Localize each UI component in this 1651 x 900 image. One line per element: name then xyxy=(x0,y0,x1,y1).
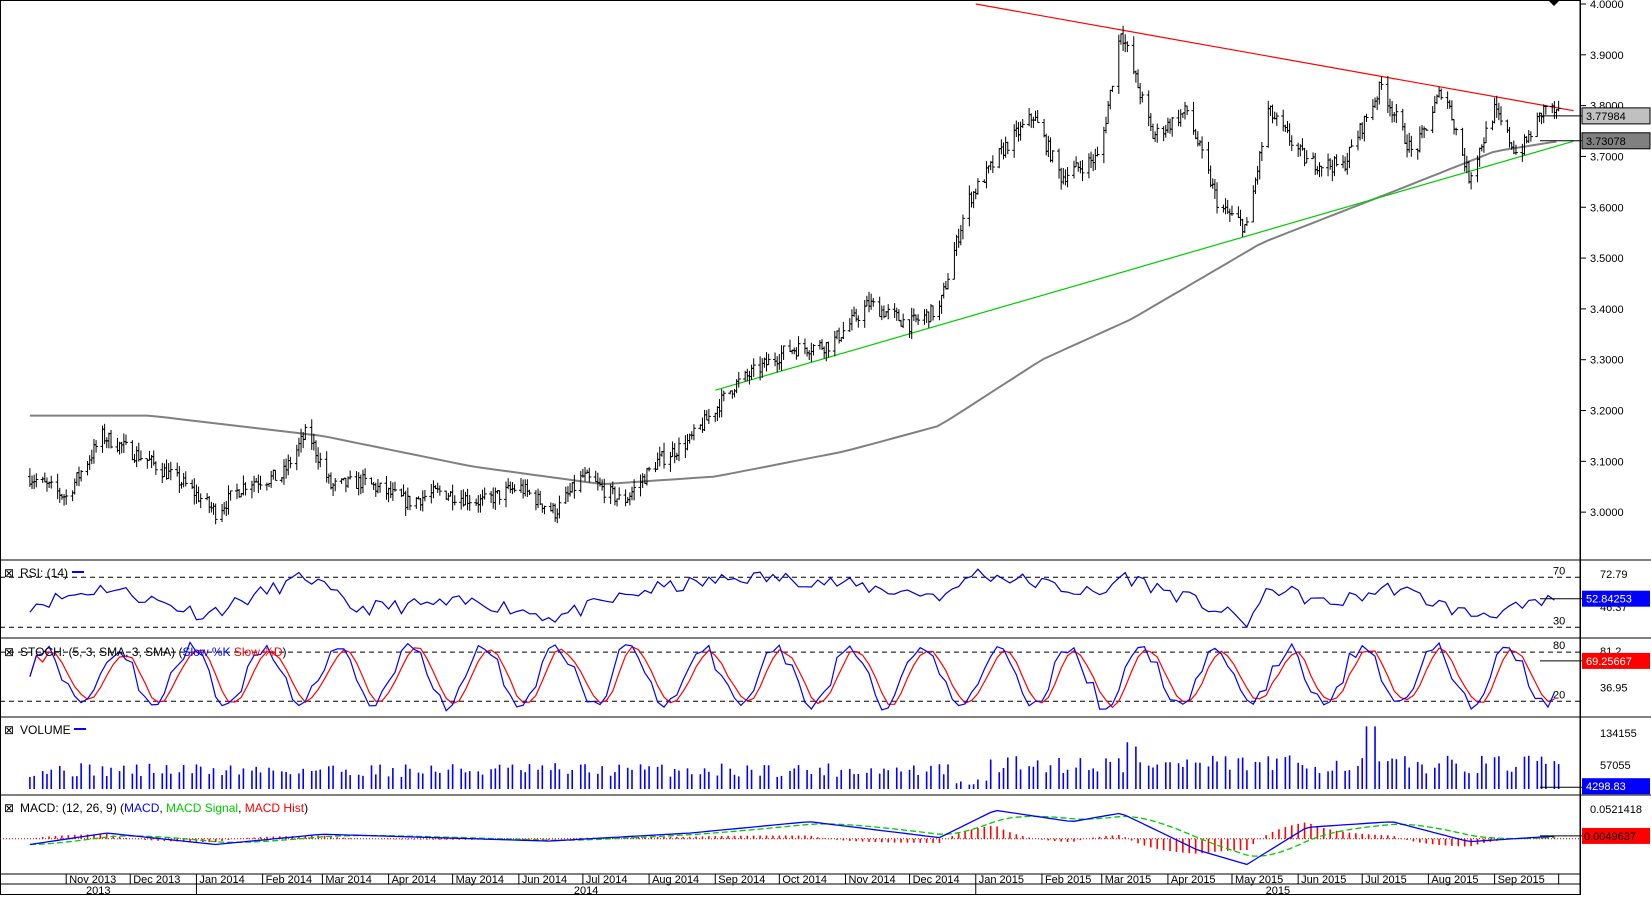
macd-title-signal: MACD Signal xyxy=(166,801,238,815)
month-label: Aug 2015 xyxy=(1431,874,1478,886)
stoch-title: STOCH: (5, 3, SMA, 3, SMA) (Slow %K Slow… xyxy=(20,645,287,659)
rsi-level-label: 30 xyxy=(1553,615,1565,627)
month-label: May 2015 xyxy=(1235,874,1283,886)
marker-icon xyxy=(1548,0,1560,6)
month-label: Jan 2014 xyxy=(199,874,244,886)
rsi-scale-label: 72.79 xyxy=(1600,569,1628,581)
stoch-title-k: Slow %K xyxy=(182,645,230,659)
macd-title: MACD: (12, 26, 9) (MACD, MACD Signal, MA… xyxy=(20,801,308,815)
last-price-tag xyxy=(1581,107,1651,125)
price-tick-label: 3.7000 xyxy=(1590,151,1624,163)
macd-title-prefix: MACD: (12, 26, 9) ( xyxy=(20,801,124,815)
macd-title-hist: MACD Hist xyxy=(245,801,305,815)
rsi-value-tag xyxy=(1582,590,1650,607)
volume-value-tag xyxy=(1582,778,1650,795)
rsi-close-icon[interactable]: ⊠ xyxy=(4,566,14,580)
year-label: 2015 xyxy=(1266,885,1290,895)
volume-value-label: 4298.83 xyxy=(1586,781,1626,793)
last-price-tag-label: 3.77984 xyxy=(1586,111,1626,123)
month-label: Dec 2014 xyxy=(913,874,960,886)
resistance-trendline xyxy=(975,3,1574,112)
stoch-title-suffix: ) xyxy=(283,645,287,659)
ma-value-tag-label: 3.73078 xyxy=(1586,136,1626,148)
volume-close-icon[interactable]: ⊠ xyxy=(4,723,14,737)
year-label: 2014 xyxy=(574,885,598,895)
stoch-panel-title: ⊠ STOCH: (5, 3, SMA, 3, SMA) (Slow %K Sl… xyxy=(4,645,287,659)
macd-line xyxy=(29,809,1555,866)
month-label: Feb 2014 xyxy=(266,874,312,886)
month-label: Jun 2014 xyxy=(522,874,567,886)
price-tick-label: 3.9000 xyxy=(1590,50,1624,62)
price-tick-label: 3.3000 xyxy=(1590,355,1624,367)
month-label: Jul 2015 xyxy=(1365,874,1407,886)
macd-title-suffix: ) xyxy=(304,801,308,815)
month-label: Jun 2015 xyxy=(1301,874,1346,886)
rsi-panel-title: ⊠ RSI: (14) xyxy=(4,566,84,580)
month-label: Mar 2015 xyxy=(1105,874,1151,886)
month-label: May 2014 xyxy=(456,874,504,886)
price-tick-label: 4.0000 xyxy=(1590,0,1624,11)
volume-scale-label: 134155 xyxy=(1600,728,1637,740)
stoch-k-line xyxy=(29,641,1555,712)
price-tick-label: 3.6000 xyxy=(1590,202,1624,214)
macd-value-tag xyxy=(1582,827,1650,844)
macd-signal-line xyxy=(29,815,1555,857)
volume-panel-title: ⊠ VOLUME xyxy=(4,723,86,737)
support-trendline xyxy=(715,140,1574,391)
month-label: Sep 2015 xyxy=(1498,874,1545,886)
month-label: Oct 2014 xyxy=(782,874,827,886)
month-label: Apr 2014 xyxy=(392,874,437,886)
volume-scale-label: 57055 xyxy=(1600,760,1631,772)
stoch-level-label: 20 xyxy=(1553,689,1565,701)
month-label: Nov 2014 xyxy=(849,874,896,886)
stoch-level-label: 80 xyxy=(1553,640,1565,652)
ma-line xyxy=(29,140,1557,485)
stoch-d-line xyxy=(29,646,1555,709)
stoch-value-label: 69.25667 xyxy=(1586,656,1632,668)
price-tick-label: 3.2000 xyxy=(1590,406,1624,418)
month-label: Nov 2013 xyxy=(69,874,116,886)
month-label: Apr 2015 xyxy=(1171,874,1216,886)
price-tick-label: 3.0000 xyxy=(1590,507,1624,519)
price-tick-label: 3.4000 xyxy=(1590,304,1624,316)
month-label: Mar 2014 xyxy=(325,874,371,886)
macd-close-icon[interactable]: ⊠ xyxy=(4,801,14,815)
rsi-title: RSI: (14) xyxy=(20,566,68,580)
month-label: Sep 2014 xyxy=(718,874,765,886)
ma-value-tag xyxy=(1581,132,1651,150)
macd-scale-label: 0.0521418 xyxy=(1590,804,1642,816)
rsi-value-label: 52.84253 xyxy=(1586,594,1632,606)
month-label: Jul 2014 xyxy=(586,874,628,886)
year-label: 2013 xyxy=(86,885,110,895)
macd-title-macd: MACD xyxy=(124,801,160,815)
macd-panel-title: ⊠ MACD: (12, 26, 9) (MACD, MACD Signal, … xyxy=(4,801,308,815)
rsi-level-label: 70 xyxy=(1553,565,1565,577)
month-label: Aug 2014 xyxy=(652,874,699,886)
month-label: Dec 2013 xyxy=(133,874,180,886)
macd-value-label: 0.0049637 xyxy=(1584,831,1636,843)
stoch-close-icon[interactable]: ⊠ xyxy=(4,645,14,659)
stoch-value-tag xyxy=(1582,652,1650,669)
month-label: Jan 2015 xyxy=(979,874,1024,886)
rsi-line xyxy=(29,568,1555,629)
price-tick-label: 3.5000 xyxy=(1590,253,1624,265)
stoch-title-prefix: STOCH: (5, 3, SMA, 3, SMA) ( xyxy=(20,645,182,659)
stoch-scale-label: 36.95 xyxy=(1600,682,1628,694)
price-tick-label: 3.1000 xyxy=(1590,456,1624,468)
stoch-title-d: Slow %D xyxy=(234,645,283,659)
volume-title: VOLUME xyxy=(20,723,71,737)
month-label: Feb 2015 xyxy=(1045,874,1091,886)
